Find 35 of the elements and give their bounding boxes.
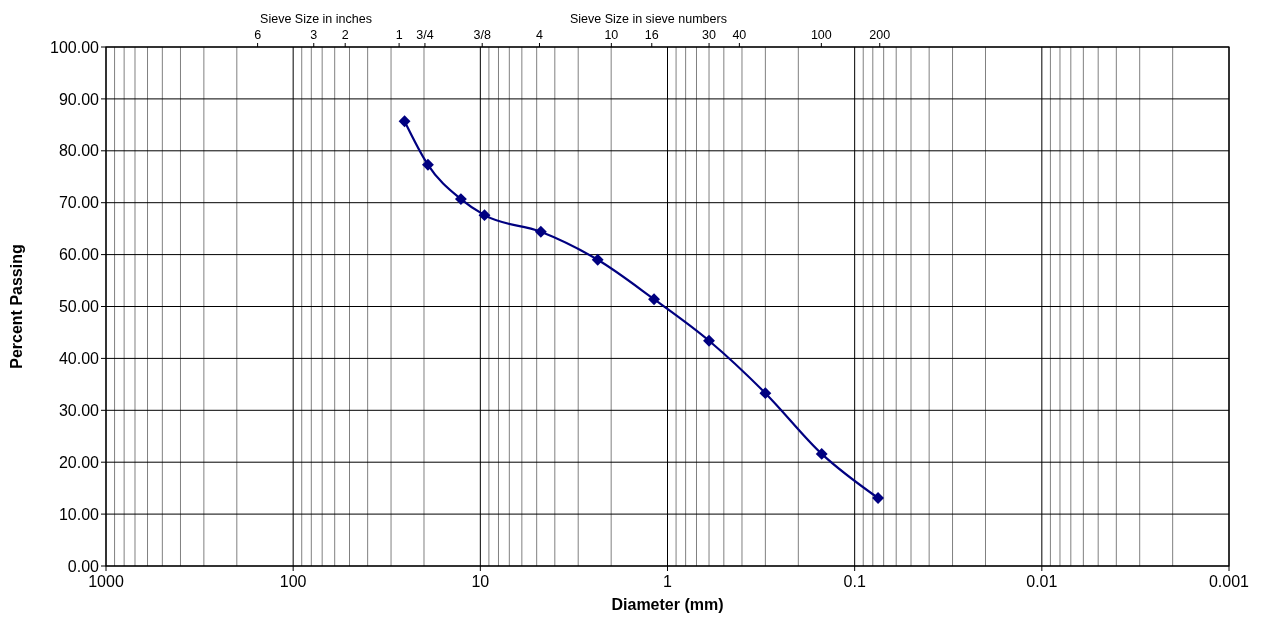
y-tick-label: 60.00: [58, 246, 100, 264]
y-tick-label: 80.00: [58, 142, 100, 160]
text: 100: [810, 28, 832, 42]
y-tick-label: 30.00: [58, 401, 100, 419]
y-tick-label: 40.00: [58, 350, 100, 367]
x-tick-label: 0.001: [1208, 573, 1250, 590]
text: 2: [341, 28, 349, 42]
y-axis-title: Percent Passing: [8, 244, 25, 369]
text: 10: [604, 28, 619, 42]
text: 6: [254, 28, 262, 42]
y-tick-label: 70.00: [58, 194, 100, 212]
x-tick-label: 0.01: [1026, 573, 1058, 590]
x-tick-label: 1: [663, 573, 673, 590]
text: 3: [310, 28, 318, 42]
text: 200: [869, 28, 891, 42]
text: 1: [395, 28, 403, 42]
y-tick-label: 90.00: [58, 90, 100, 108]
x-tick-label: 1000: [88, 573, 124, 590]
x-tick-label: 10: [471, 573, 490, 590]
text: 3/8: [473, 28, 491, 42]
y-tick-label: 0.00: [67, 557, 100, 575]
y-tick-label: 100.00: [50, 38, 100, 56]
text: 3/4: [416, 28, 434, 42]
y-tick-label: 20.00: [58, 453, 100, 471]
y-tick-label: 50.00: [58, 298, 100, 316]
text: Sieve Size in sieve numbers: [569, 12, 727, 26]
text: 16: [644, 28, 659, 42]
text: Sieve Size in inches: [260, 12, 372, 26]
text: 40: [732, 28, 747, 42]
y-tick-label: 10.00: [58, 505, 100, 523]
x-tick-label: 100: [279, 573, 307, 590]
text: 30: [702, 28, 717, 42]
x-axis-title: Diameter (mm): [611, 596, 724, 613]
text: 4: [536, 28, 543, 42]
x-tick-label: 0.1: [843, 573, 866, 590]
